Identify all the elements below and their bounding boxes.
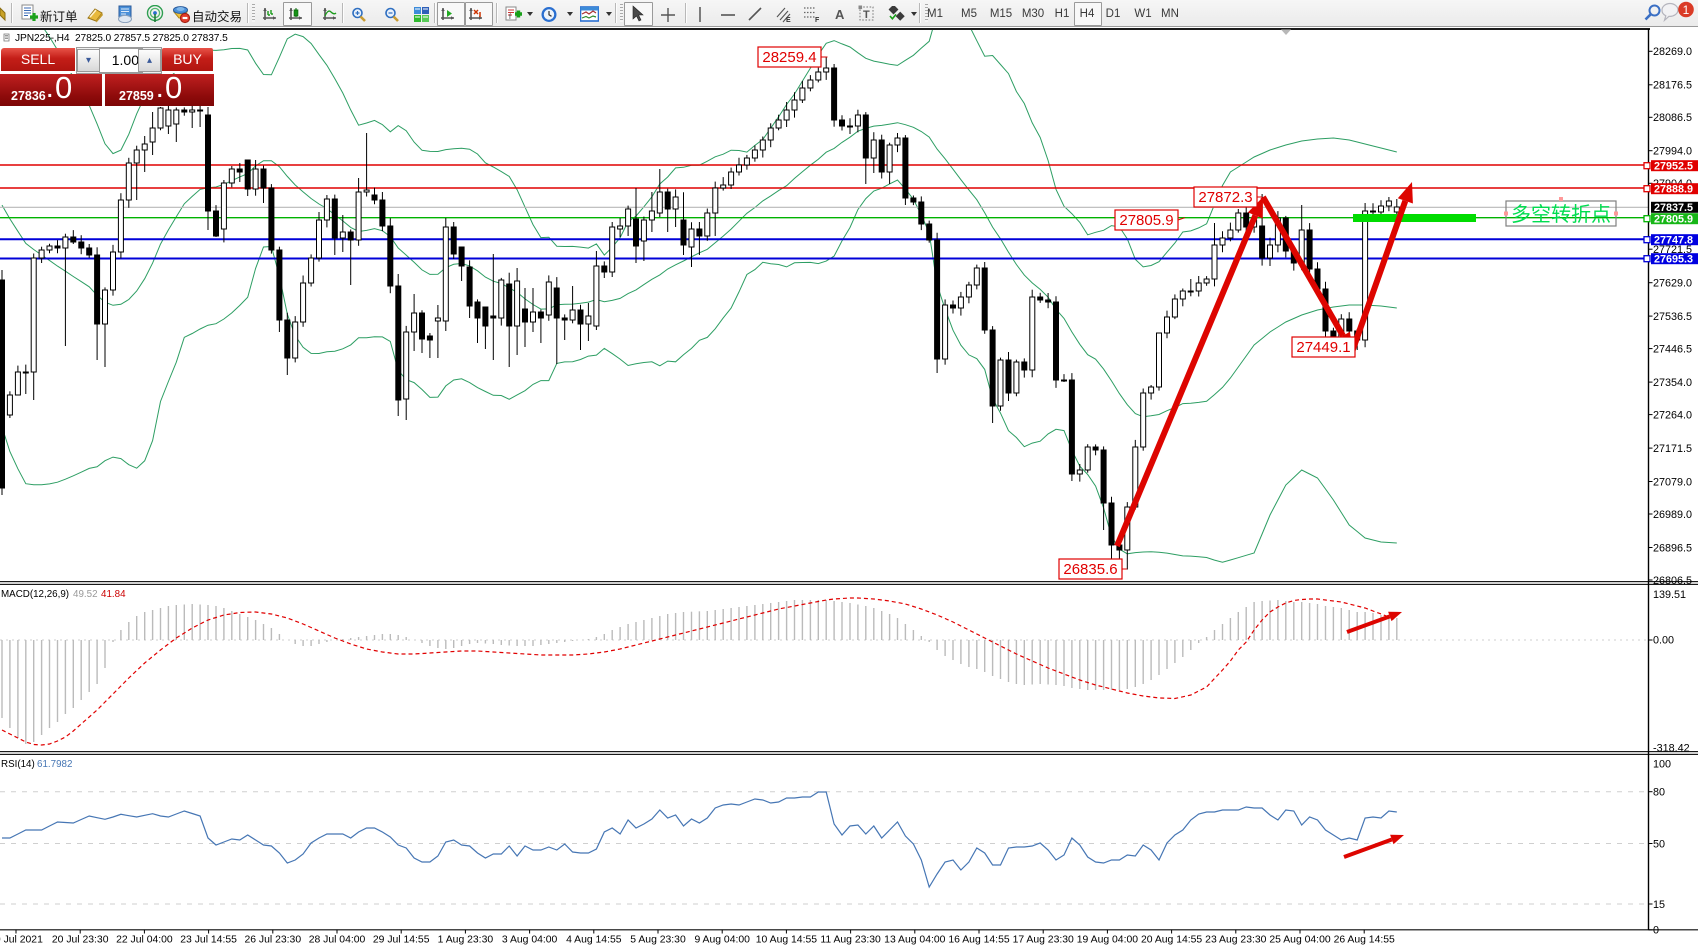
svg-text:27354.0: 27354.0: [1653, 377, 1692, 389]
svg-text:61.7982: 61.7982: [37, 759, 72, 770]
svg-text:JPN225-,H4 27825.0 27857.5 27: JPN225-,H4 27825.0 27857.5 27825.0 27837…: [15, 33, 228, 44]
svg-text:20 Aug 14:55: 20 Aug 14:55: [1141, 935, 1202, 946]
svg-text:23 Aug 23:30: 23 Aug 23:30: [1205, 935, 1266, 946]
svg-text:29 Jul 14:55: 29 Jul 14:55: [373, 935, 430, 946]
svg-text:RSI(14): RSI(14): [1, 759, 35, 770]
svg-text:25 Aug 04:00: 25 Aug 04:00: [1269, 935, 1330, 946]
svg-text:26 Aug 14:55: 26 Aug 14:55: [1334, 935, 1395, 946]
svg-text:26896.5: 26896.5: [1653, 542, 1692, 554]
svg-text:20 Jul 2021: 20 Jul 2021: [0, 935, 43, 946]
svg-text:0.00: 0.00: [1653, 635, 1674, 647]
svg-text:27449.1: 27449.1: [1296, 339, 1350, 356]
svg-text:139.51: 139.51: [1653, 589, 1686, 601]
svg-text:28086.5: 28086.5: [1653, 112, 1692, 124]
svg-text:23 Jul 14:55: 23 Jul 14:55: [180, 935, 237, 946]
svg-text:27079.0: 27079.0: [1653, 476, 1692, 488]
svg-text:13 Aug 04:00: 13 Aug 04:00: [884, 935, 945, 946]
svg-text:28269.0: 28269.0: [1653, 46, 1692, 58]
svg-text:26 Jul 23:30: 26 Jul 23:30: [244, 935, 301, 946]
svg-text:80: 80: [1653, 787, 1665, 799]
svg-text:27695.3: 27695.3: [1654, 254, 1693, 266]
svg-text:A: A: [835, 7, 845, 22]
svg-text:27994.0: 27994.0: [1653, 146, 1692, 158]
svg-text:50: 50: [1653, 838, 1665, 850]
svg-text:11 Aug 23:30: 11 Aug 23:30: [820, 935, 881, 946]
svg-text:9 Aug 04:00: 9 Aug 04:00: [694, 935, 750, 946]
svg-text:15: 15: [1653, 899, 1665, 911]
svg-text:17 Aug 23:30: 17 Aug 23:30: [1013, 935, 1074, 946]
svg-text:22 Jul 04:00: 22 Jul 04:00: [116, 935, 173, 946]
svg-text:41.84: 41.84: [101, 589, 126, 600]
svg-text:MACD(12,26,9): MACD(12,26,9): [1, 589, 69, 600]
svg-text:27805.9: 27805.9: [1654, 214, 1693, 226]
svg-text:28176.5: 28176.5: [1653, 80, 1692, 92]
svg-text:27872.3: 27872.3: [1198, 189, 1252, 206]
svg-text:27837.5: 27837.5: [1654, 202, 1693, 214]
svg-text:28 Jul 04:00: 28 Jul 04:00: [309, 935, 366, 946]
svg-text:27952.5: 27952.5: [1654, 161, 1693, 173]
svg-text:E: E: [786, 17, 791, 24]
svg-text:10 Aug 14:55: 10 Aug 14:55: [756, 935, 817, 946]
svg-text:26835.6: 26835.6: [1063, 561, 1117, 578]
svg-text:f: f: [509, 14, 511, 21]
svg-text:16 Aug 14:55: 16 Aug 14:55: [948, 935, 1009, 946]
svg-text:1: 1: [1683, 3, 1690, 17]
svg-text:26989.0: 26989.0: [1653, 509, 1692, 521]
svg-text:19 Aug 04:00: 19 Aug 04:00: [1077, 935, 1138, 946]
svg-text:27536.5: 27536.5: [1653, 311, 1692, 323]
svg-text:5 Aug 23:30: 5 Aug 23:30: [630, 935, 686, 946]
svg-text:多空转折点: 多空转折点: [1511, 203, 1611, 226]
svg-text:28259.4: 28259.4: [762, 49, 816, 66]
svg-text:-318.42: -318.42: [1653, 743, 1690, 755]
svg-text:27721.5: 27721.5: [1653, 244, 1692, 256]
svg-text:27888.9: 27888.9: [1654, 184, 1693, 196]
svg-text:27747.8: 27747.8: [1654, 235, 1693, 247]
svg-text:27171.5: 27171.5: [1653, 443, 1692, 455]
svg-text:27264.0: 27264.0: [1653, 409, 1692, 421]
svg-text:26806.5: 26806.5: [1653, 575, 1692, 587]
svg-text:T: T: [863, 9, 870, 21]
svg-text:3 Aug 04:00: 3 Aug 04:00: [502, 935, 558, 946]
svg-text:27446.5: 27446.5: [1653, 343, 1692, 355]
svg-text:F: F: [815, 17, 820, 24]
svg-text:100: 100: [1653, 759, 1671, 771]
svg-text:20 Jul 23:30: 20 Jul 23:30: [52, 935, 109, 946]
svg-text:27805.9: 27805.9: [1119, 212, 1173, 229]
svg-text:4 Aug 14:55: 4 Aug 14:55: [566, 935, 622, 946]
svg-text:27629.0: 27629.0: [1653, 278, 1692, 290]
svg-text:49.52: 49.52: [73, 589, 98, 600]
svg-text:1 Aug 23:30: 1 Aug 23:30: [438, 935, 494, 946]
svg-text:0: 0: [1653, 925, 1659, 937]
